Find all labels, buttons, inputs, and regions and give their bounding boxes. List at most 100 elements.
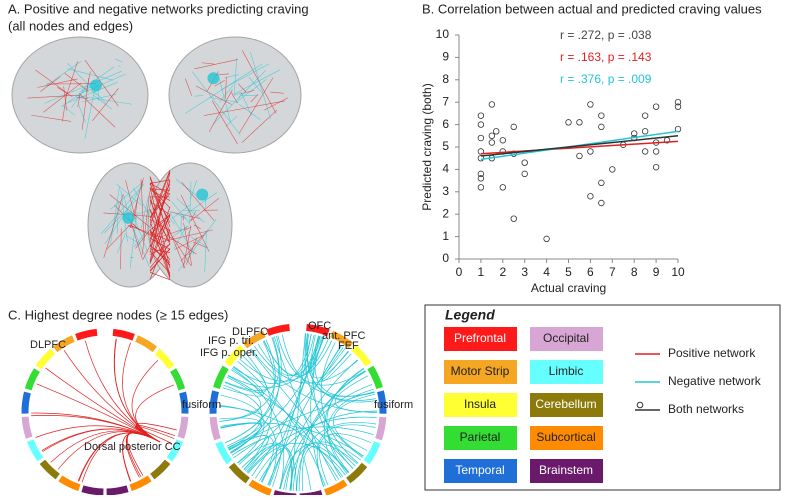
chord	[335, 376, 377, 413]
x-tick-label: 7	[609, 265, 616, 279]
node	[196, 189, 208, 201]
point	[577, 153, 583, 159]
point	[478, 122, 484, 128]
point	[478, 185, 484, 191]
ring-segment	[39, 351, 53, 367]
x-tick-label: 6	[587, 265, 594, 279]
ring-segment	[60, 478, 79, 487]
point	[642, 129, 648, 135]
panel-a-subtitle: (all nodes and edges)	[8, 18, 133, 33]
ring-segment	[213, 417, 217, 439]
y-tick-label: 2	[442, 206, 449, 220]
ring-segment	[325, 483, 345, 493]
y-tick-label: 6	[442, 117, 449, 131]
ring-segment	[173, 370, 182, 389]
node-label: Dorsal posterior CC	[84, 441, 181, 453]
y-tick-label: 7	[442, 94, 449, 108]
ring-segment	[30, 441, 40, 460]
x-tick-label: 9	[653, 265, 660, 279]
y-tick-label: 1	[442, 229, 449, 243]
ring-segment	[107, 489, 128, 492]
legend-label: Limbic	[549, 364, 584, 378]
node-label: DLPFC	[30, 339, 66, 351]
legend-label: Brainstem	[539, 463, 593, 477]
ring-segment	[25, 393, 27, 414]
annotation: r = .163, p = .143	[560, 50, 652, 64]
legend-label: Cerebellum	[535, 397, 596, 411]
ring-segment	[76, 332, 97, 337]
node	[90, 79, 102, 91]
point	[522, 160, 528, 166]
ring-segment	[367, 442, 378, 462]
point	[599, 200, 605, 206]
point	[511, 124, 517, 130]
panel-c-title: C. Highest degree nodes (≥ 15 edges)	[8, 307, 228, 322]
point	[544, 236, 550, 242]
x-tick-label: 1	[478, 265, 485, 279]
point	[642, 113, 648, 119]
point	[599, 124, 605, 130]
point	[500, 137, 506, 143]
brains	[12, 37, 301, 287]
legend-label: Prefrontal	[454, 331, 506, 345]
ring-segment	[268, 327, 290, 332]
point	[511, 216, 517, 222]
legend-label: Temporal	[455, 463, 504, 477]
point	[493, 129, 499, 135]
legend-label: Occipital	[543, 331, 589, 345]
ring-segment	[42, 462, 57, 477]
annotation: r = .376, p = .009	[560, 72, 652, 86]
x-tick-label: 8	[631, 265, 638, 279]
point	[642, 149, 648, 155]
point	[610, 167, 616, 173]
ring-segment	[231, 465, 247, 481]
ring-segment	[379, 417, 383, 439]
legend-label: Subcortical	[536, 430, 595, 444]
ring-segment	[157, 351, 171, 367]
ring-segment	[137, 339, 155, 350]
chord	[223, 366, 264, 396]
ring-segment	[348, 465, 364, 481]
point	[653, 164, 659, 170]
point	[500, 185, 506, 191]
ring-segment	[82, 489, 103, 492]
ring-segment	[152, 462, 167, 477]
fit-line	[481, 141, 678, 153]
x-tick-label: 4	[543, 265, 550, 279]
annotation: r = .272, p = .038	[560, 28, 652, 42]
ring-segment	[181, 417, 185, 438]
point	[489, 102, 495, 108]
legend-title: Legend	[445, 307, 495, 323]
point	[599, 180, 605, 186]
node-label: FEF	[338, 340, 359, 352]
ring-segment	[25, 417, 29, 438]
y-tick-label: 0	[442, 251, 449, 265]
y-tick-label: 3	[442, 184, 449, 198]
point	[653, 104, 659, 110]
legend-label: Negative network	[668, 374, 762, 388]
legend-label: Motor Strip	[451, 364, 510, 378]
x-axis-label: Actual craving	[531, 281, 606, 295]
legend-label: Positive network	[668, 346, 756, 360]
node	[207, 72, 219, 84]
legend-label: Both networks	[668, 402, 744, 416]
y-axis-label: Predicted craving (both)	[420, 83, 434, 210]
point	[577, 120, 583, 126]
y-tick-label: 4	[442, 162, 449, 176]
point	[489, 140, 495, 146]
point	[588, 149, 594, 155]
point	[478, 135, 484, 141]
ring-segment	[131, 478, 150, 487]
x-tick-label: 2	[499, 265, 506, 279]
panel-b-title: B. Correlation between actual and predic…	[422, 1, 762, 16]
y-tick-label: 5	[442, 139, 449, 153]
point	[489, 133, 495, 139]
legend-label: Insula	[464, 397, 496, 411]
point	[653, 149, 659, 155]
node-label: fusiform	[374, 399, 413, 411]
x-tick-label: 10	[671, 265, 685, 279]
point	[599, 113, 605, 119]
panel-a-title: A. Positive and negative networks predic…	[8, 1, 309, 16]
chord	[291, 333, 305, 490]
point	[478, 113, 484, 119]
